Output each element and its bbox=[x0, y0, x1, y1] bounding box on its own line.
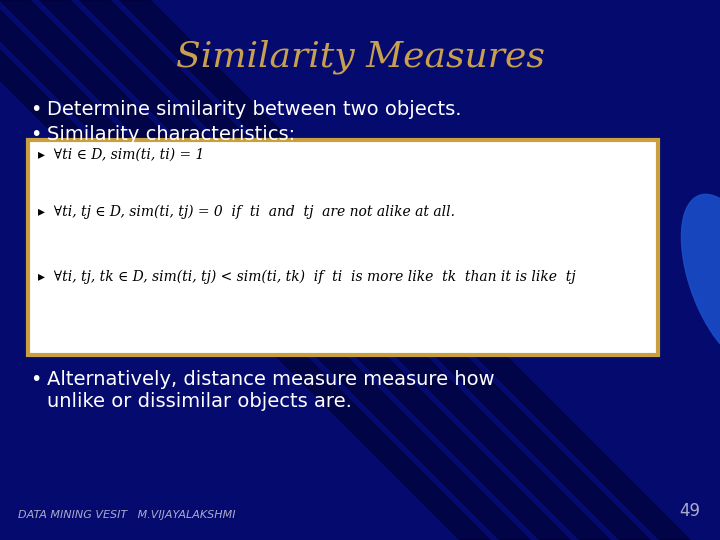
Text: 49: 49 bbox=[679, 502, 700, 520]
Text: •: • bbox=[30, 125, 41, 144]
Text: •: • bbox=[30, 370, 41, 389]
Text: DATA MINING VESIT   M.VIJAYALAKSHMI: DATA MINING VESIT M.VIJAYALAKSHMI bbox=[18, 510, 235, 520]
FancyBboxPatch shape bbox=[28, 140, 658, 355]
Text: •: • bbox=[30, 100, 41, 119]
Text: ▸  ∀ti, tj ∈ D, sim(ti, tj) = 0  if  ti  and  tj  are not alike at all.: ▸ ∀ti, tj ∈ D, sim(ti, tj) = 0 if ti and… bbox=[38, 205, 455, 219]
Polygon shape bbox=[0, 0, 570, 540]
Polygon shape bbox=[120, 0, 690, 540]
Text: Alternatively, distance measure measure how: Alternatively, distance measure measure … bbox=[47, 370, 495, 389]
Polygon shape bbox=[40, 0, 610, 540]
Text: Similarity Measures: Similarity Measures bbox=[176, 40, 544, 75]
Text: ▸  ∀ti ∈ D, sim(ti, ti) = 1: ▸ ∀ti ∈ D, sim(ti, ti) = 1 bbox=[38, 148, 204, 162]
Polygon shape bbox=[0, 0, 490, 540]
Text: ▸  ∀ti, tj, tk ∈ D, sim(ti, tj) < sim(ti, tk)  if  ti  is more like  tk  than it: ▸ ∀ti, tj, tk ∈ D, sim(ti, tj) < sim(ti,… bbox=[38, 270, 575, 285]
Ellipse shape bbox=[681, 194, 720, 366]
Polygon shape bbox=[0, 0, 530, 540]
Text: Determine similarity between two objects.: Determine similarity between two objects… bbox=[47, 100, 462, 119]
Text: unlike or dissimilar objects are.: unlike or dissimilar objects are. bbox=[47, 392, 352, 411]
Text: Similarity characteristics:: Similarity characteristics: bbox=[47, 125, 295, 144]
Polygon shape bbox=[80, 0, 650, 540]
